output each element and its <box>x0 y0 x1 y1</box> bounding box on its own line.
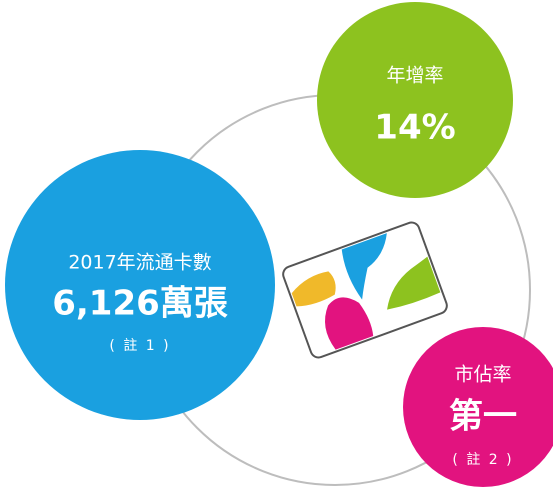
bubble-label: 2017年流通卡數 <box>68 252 211 274</box>
bubble-value: 6,126萬張 <box>52 284 228 324</box>
card-green <box>387 256 441 310</box>
card-yellow <box>291 271 336 307</box>
bubble-note: ( 註 2 ) <box>452 452 513 468</box>
card <box>282 221 448 359</box>
cards-bubble <box>5 150 275 420</box>
bubble-label: 年增率 <box>386 65 443 87</box>
card-body <box>282 221 448 359</box>
bubble-value: 14% <box>374 108 455 148</box>
bubble-value: 第一 <box>449 397 517 437</box>
growth-bubble <box>317 2 513 198</box>
card-magenta <box>324 297 374 350</box>
share-bubble <box>403 327 553 487</box>
bubble-note: ( 註 1 ) <box>109 338 170 354</box>
bubble-label: 市佔率 <box>454 364 511 386</box>
card-blue <box>341 233 387 300</box>
